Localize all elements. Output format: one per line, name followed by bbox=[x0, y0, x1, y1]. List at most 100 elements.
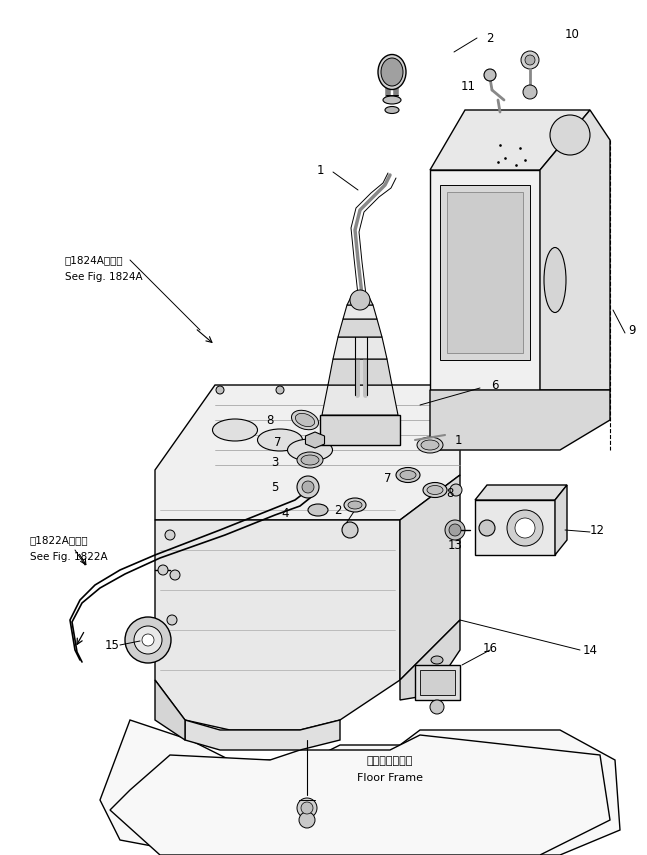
Text: See Fig. 1824A: See Fig. 1824A bbox=[65, 272, 142, 282]
Circle shape bbox=[450, 484, 462, 496]
Ellipse shape bbox=[348, 501, 362, 509]
Circle shape bbox=[170, 570, 180, 580]
Ellipse shape bbox=[396, 468, 420, 482]
Circle shape bbox=[342, 522, 358, 538]
Ellipse shape bbox=[383, 96, 401, 104]
Text: 第1822A図参照: 第1822A図参照 bbox=[30, 535, 89, 545]
Text: 13: 13 bbox=[448, 539, 463, 551]
Ellipse shape bbox=[423, 482, 447, 498]
Polygon shape bbox=[430, 170, 540, 390]
Text: 14: 14 bbox=[582, 644, 597, 657]
Ellipse shape bbox=[381, 58, 403, 86]
Text: 9: 9 bbox=[628, 323, 636, 337]
Text: 8: 8 bbox=[267, 414, 274, 427]
Polygon shape bbox=[343, 305, 377, 319]
Polygon shape bbox=[447, 192, 523, 353]
Circle shape bbox=[167, 615, 177, 625]
Ellipse shape bbox=[400, 470, 416, 480]
Polygon shape bbox=[305, 432, 325, 448]
Polygon shape bbox=[155, 520, 400, 730]
Ellipse shape bbox=[258, 429, 303, 451]
Circle shape bbox=[165, 530, 175, 540]
Text: 2: 2 bbox=[487, 32, 494, 44]
Polygon shape bbox=[415, 665, 460, 700]
Ellipse shape bbox=[544, 247, 566, 312]
Polygon shape bbox=[185, 720, 340, 750]
Ellipse shape bbox=[421, 440, 439, 450]
Text: 第1824A図参照: 第1824A図参照 bbox=[65, 255, 124, 265]
Polygon shape bbox=[475, 485, 567, 500]
Circle shape bbox=[350, 290, 370, 310]
Ellipse shape bbox=[431, 656, 443, 664]
Circle shape bbox=[479, 520, 495, 536]
Ellipse shape bbox=[301, 455, 319, 465]
Ellipse shape bbox=[354, 301, 368, 309]
Polygon shape bbox=[540, 110, 610, 390]
Circle shape bbox=[515, 518, 535, 538]
Text: フロアフレーム: フロアフレーム bbox=[367, 756, 413, 766]
Circle shape bbox=[430, 700, 444, 714]
Circle shape bbox=[550, 115, 590, 155]
Text: 2: 2 bbox=[334, 504, 342, 516]
Polygon shape bbox=[322, 385, 398, 415]
Polygon shape bbox=[400, 620, 460, 700]
Circle shape bbox=[216, 386, 224, 394]
Polygon shape bbox=[430, 390, 610, 450]
Ellipse shape bbox=[417, 437, 443, 453]
Circle shape bbox=[484, 69, 496, 81]
Ellipse shape bbox=[344, 498, 366, 512]
Polygon shape bbox=[155, 680, 185, 740]
Text: See Fig. 1822A: See Fig. 1822A bbox=[30, 552, 107, 562]
Polygon shape bbox=[347, 295, 373, 305]
Circle shape bbox=[299, 812, 315, 828]
Polygon shape bbox=[555, 485, 567, 555]
Text: 1: 1 bbox=[316, 163, 324, 176]
Circle shape bbox=[525, 55, 535, 65]
Text: 12: 12 bbox=[589, 523, 604, 536]
Ellipse shape bbox=[287, 439, 333, 461]
Text: 16: 16 bbox=[483, 641, 498, 654]
Text: 5: 5 bbox=[271, 481, 279, 493]
Circle shape bbox=[134, 626, 162, 654]
Circle shape bbox=[276, 386, 284, 394]
Polygon shape bbox=[100, 720, 620, 855]
Ellipse shape bbox=[308, 504, 328, 516]
Text: 6: 6 bbox=[491, 379, 499, 392]
Polygon shape bbox=[333, 337, 387, 359]
Text: 15: 15 bbox=[105, 639, 120, 652]
Circle shape bbox=[507, 510, 543, 546]
Circle shape bbox=[523, 85, 537, 99]
Text: Floor Frame: Floor Frame bbox=[357, 773, 423, 783]
Text: 7: 7 bbox=[384, 471, 391, 485]
Circle shape bbox=[301, 802, 313, 814]
Polygon shape bbox=[110, 735, 610, 855]
Text: 8: 8 bbox=[446, 486, 454, 499]
Circle shape bbox=[449, 524, 461, 536]
Circle shape bbox=[445, 520, 465, 540]
Polygon shape bbox=[338, 319, 382, 337]
Ellipse shape bbox=[385, 107, 399, 114]
Ellipse shape bbox=[427, 486, 443, 494]
Circle shape bbox=[302, 481, 314, 493]
Polygon shape bbox=[320, 415, 400, 445]
Polygon shape bbox=[420, 670, 455, 695]
Text: 4: 4 bbox=[281, 506, 289, 520]
Polygon shape bbox=[328, 359, 392, 385]
Polygon shape bbox=[155, 385, 460, 520]
Text: 11: 11 bbox=[461, 80, 476, 93]
Circle shape bbox=[297, 798, 317, 818]
Circle shape bbox=[297, 476, 319, 498]
Text: 1: 1 bbox=[454, 433, 462, 446]
Polygon shape bbox=[440, 185, 530, 360]
Circle shape bbox=[142, 634, 154, 646]
Text: 3: 3 bbox=[271, 456, 279, 469]
Text: 7: 7 bbox=[274, 435, 281, 449]
Ellipse shape bbox=[292, 410, 318, 430]
Ellipse shape bbox=[297, 452, 323, 468]
Ellipse shape bbox=[296, 414, 314, 427]
Circle shape bbox=[158, 565, 168, 575]
Polygon shape bbox=[400, 475, 460, 680]
Circle shape bbox=[521, 51, 539, 69]
Text: 10: 10 bbox=[565, 28, 580, 42]
Circle shape bbox=[125, 617, 171, 663]
